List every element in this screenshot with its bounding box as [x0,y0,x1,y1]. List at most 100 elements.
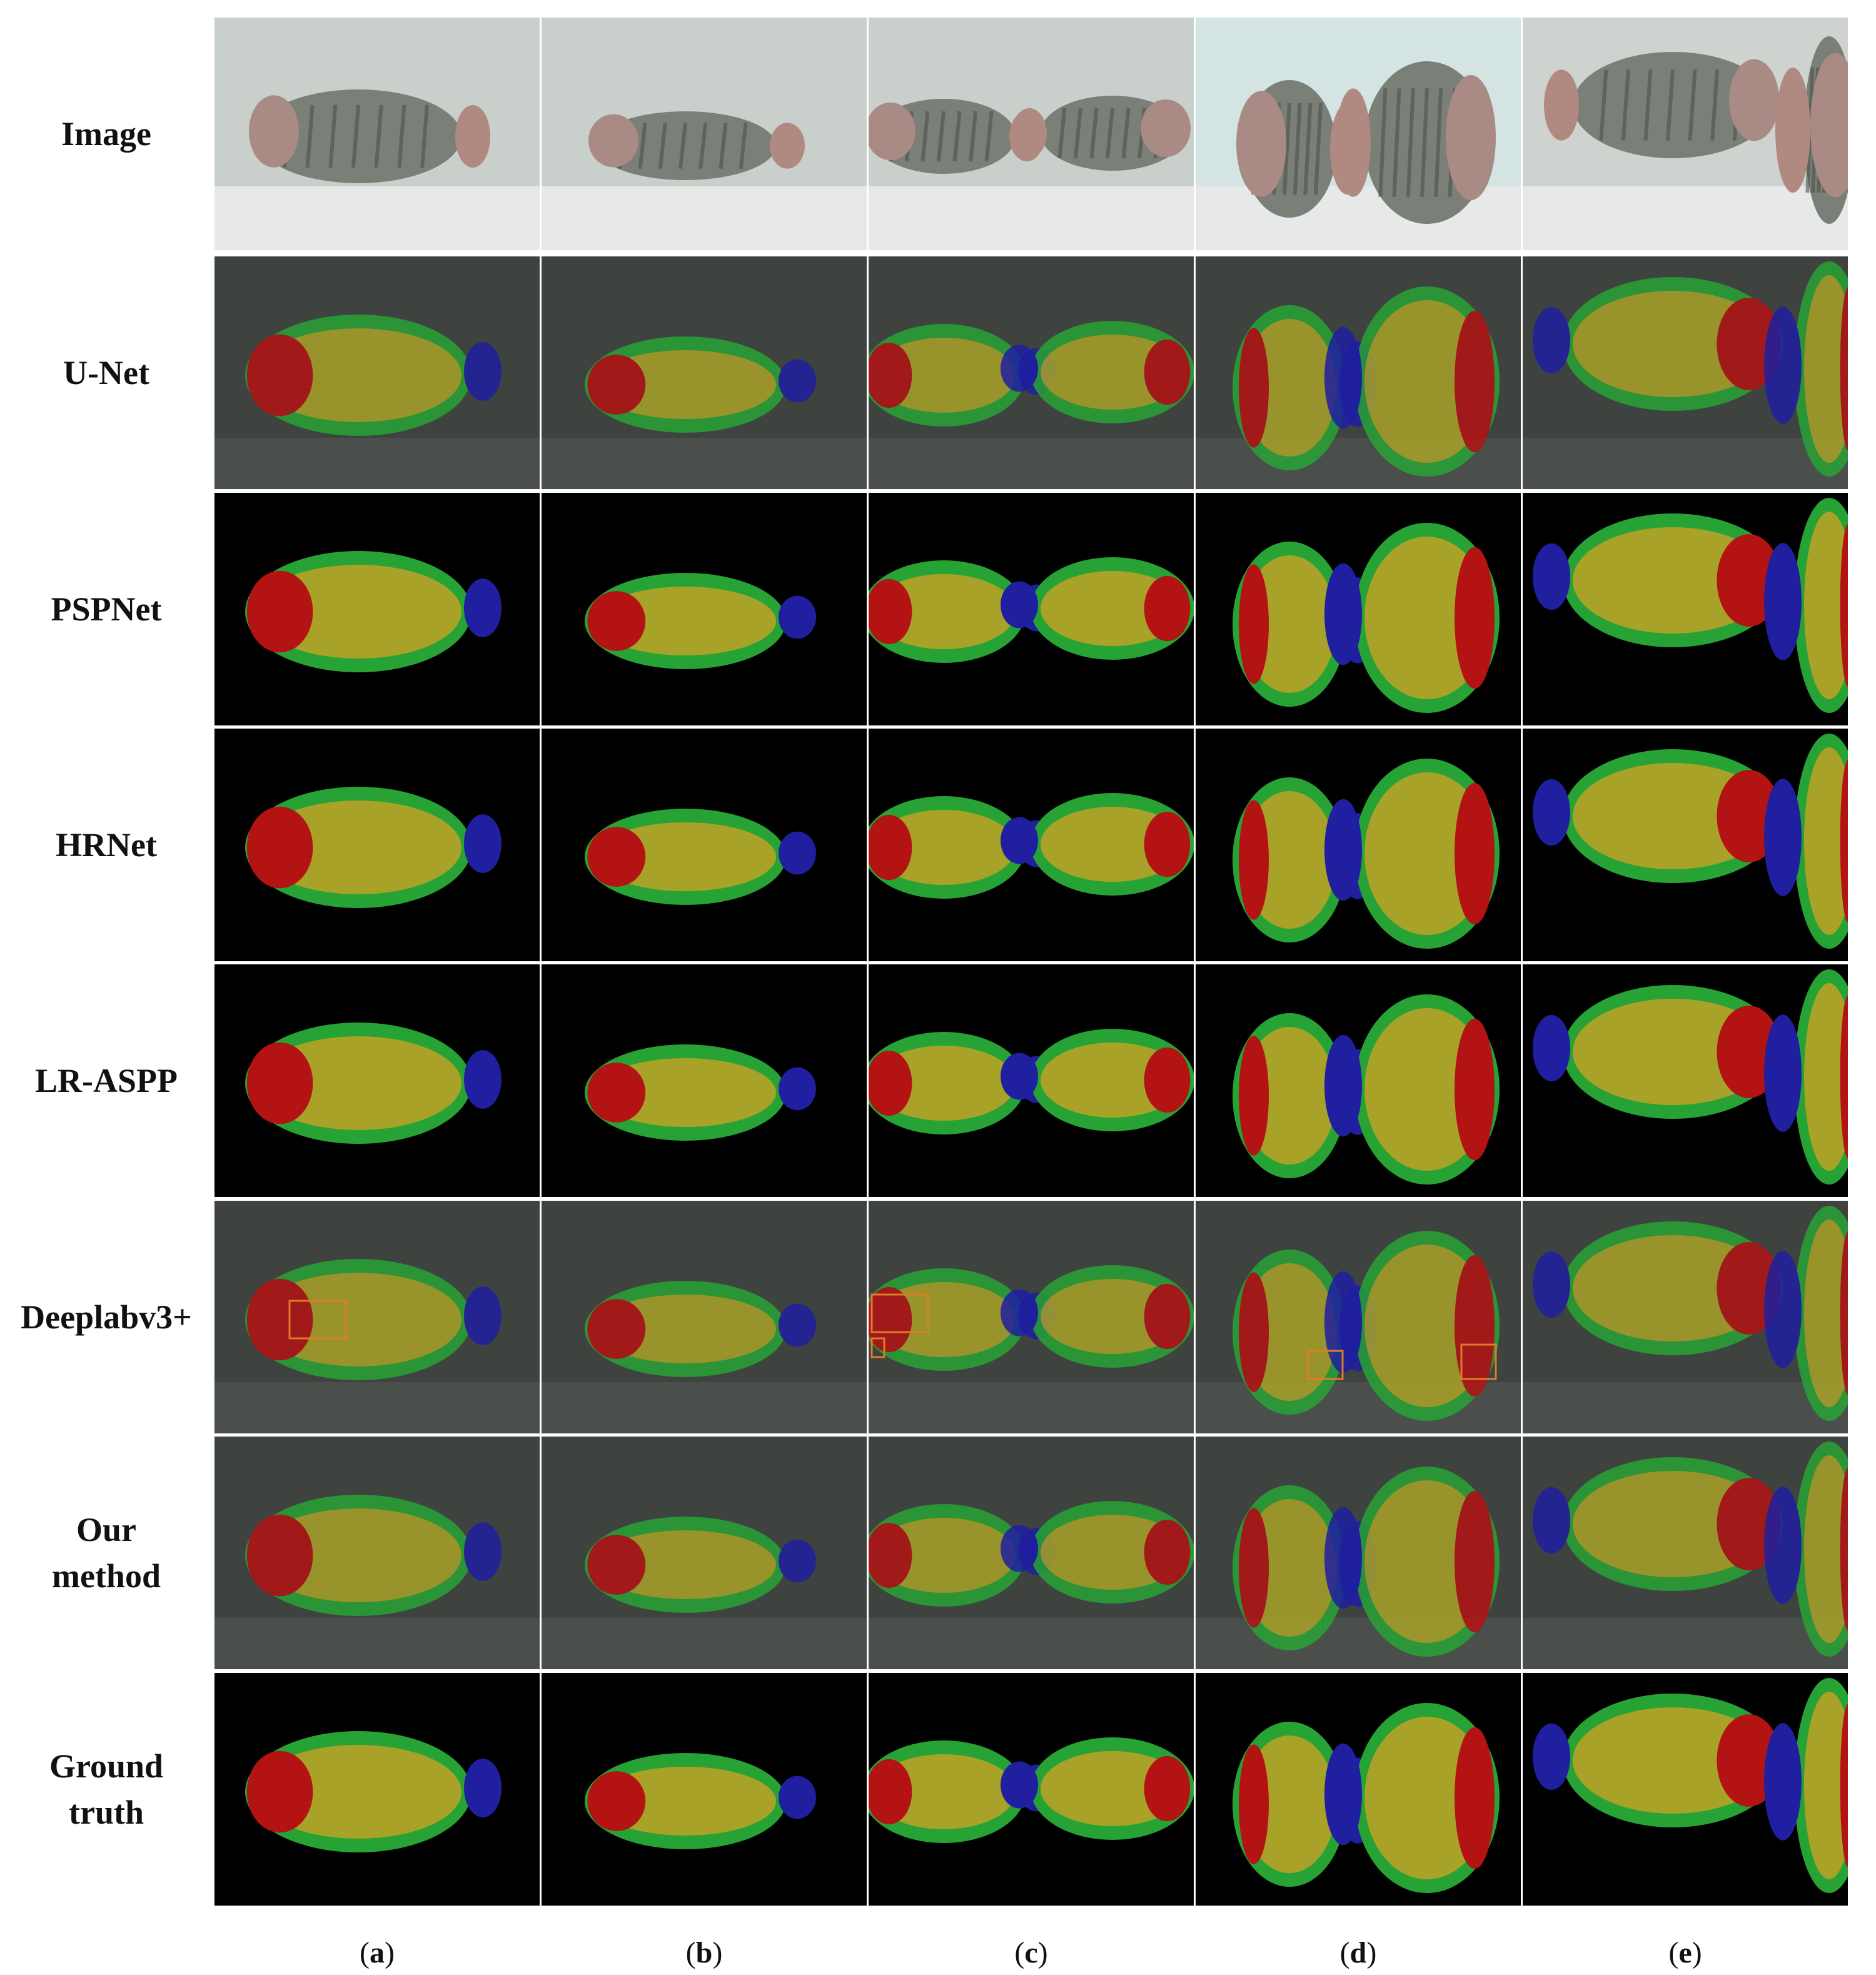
fish-photo [1336,61,1496,224]
column-label-d: (d) [1339,1936,1377,1969]
cell-pspnet-a [214,493,540,725]
cell-pspnet-b [542,493,867,725]
fish-mask [1001,1501,1194,1604]
cell-image-b [542,18,867,250]
row-label-text: Deeplabv3+ [21,1298,192,1336]
column-letter: e [1678,1936,1692,1969]
row-label-lraspp: LR-ASPP [0,964,213,1197]
fish-photo [1544,52,1779,158]
cell-image-e [1523,18,1848,250]
fish-mask [1764,734,1848,949]
column-letter: a [370,1936,385,1969]
cell-ours-a [214,1437,540,1669]
fish-photo [588,111,805,180]
fish-mask [1233,542,1376,707]
cell-gt-e [1523,1673,1848,1906]
fish-mask [1324,1231,1500,1421]
fish-photo [249,89,490,183]
cell-lraspp-b [542,964,867,1197]
cell-ours-d [1196,1437,1521,1669]
fish-mask [245,787,502,908]
fish-mask [245,315,502,436]
cell-pspnet-c [869,493,1194,725]
row-label-gt: Ground truth [0,1673,213,1906]
column-label-a: (a) [360,1936,395,1969]
cell-unet-d [1196,256,1521,489]
row-label-image: Image [0,18,213,250]
fish-mask [1764,969,1848,1184]
row-label-text: HRNet [56,826,157,864]
fish-mask [245,551,502,672]
cell-unet-e [1523,256,1848,489]
fish-mask [1324,1467,1500,1657]
cell-unet-b [542,256,867,489]
row-label-text: PSPNet [51,590,162,628]
column-label-b: (b) [685,1936,723,1969]
fish-mask [585,1044,816,1141]
cell-deeplab-c [869,1201,1194,1433]
highlight-box [1307,1350,1344,1380]
column-letter: b [695,1936,713,1969]
cell-unet-a [214,256,540,489]
cell-gt-b [542,1673,867,1906]
row-label-text: Ground truth [49,1747,164,1831]
cell-image-a [214,18,540,250]
fish-mask [1001,1029,1194,1131]
fish-mask [245,1731,502,1852]
fish-mask [245,1495,502,1616]
fish-photo [1012,96,1191,171]
cell-deeplab-a [214,1201,540,1433]
fish-mask [245,1023,502,1144]
fish-mask [1324,994,1500,1184]
cell-image-c [869,18,1194,250]
fish-mask [245,1259,502,1380]
fish-mask [1764,498,1848,713]
cell-hrnet-a [214,729,540,961]
cell-unet-c [869,256,1194,489]
cell-ours-b [542,1437,867,1669]
cell-gt-d [1196,1673,1521,1906]
cell-hrnet-c [869,729,1194,961]
column-label-c: (c) [1014,1936,1048,1969]
row-label-text: U-Net [63,354,149,391]
cell-hrnet-e [1523,729,1848,961]
cell-deeplab-e [1523,1201,1848,1433]
fish-mask [1533,277,1783,411]
fish-mask [1001,793,1194,896]
cell-gt-c [869,1673,1194,1906]
cell-lraspp-c [869,964,1194,1197]
column-letter: d [1349,1936,1367,1969]
fish-mask [1001,557,1194,660]
highlight-box [870,1293,929,1333]
cell-pspnet-d [1196,493,1521,725]
fish-mask [585,573,816,669]
cell-lraspp-d [1196,964,1521,1197]
column-letter: c [1024,1936,1038,1969]
column-label-e: (e) [1668,1936,1702,1969]
fish-mask [1233,1485,1376,1650]
fish-mask [585,1281,816,1377]
cell-pspnet-e [1523,493,1848,725]
cell-ours-e [1523,1437,1848,1669]
highlight-box [870,1337,885,1358]
fish-photo [869,99,1044,174]
cell-lraspp-a [214,964,540,1197]
row-label-hrnet: HRNet [0,729,213,961]
cell-hrnet-d [1196,729,1521,961]
row-label-ours: Our method [0,1437,213,1669]
cell-image-d [1196,18,1521,250]
fish-photo [1775,36,1848,224]
fish-mask [1324,1703,1500,1893]
fish-mask [1764,1678,1848,1893]
fish-mask [1001,1737,1194,1840]
cell-deeplab-d [1196,1201,1521,1433]
cell-gt-a [214,1673,540,1906]
fish-mask [585,809,816,905]
cell-hrnet-b [542,729,867,961]
fish-mask [1533,513,1783,647]
fish-mask [1324,759,1500,949]
cell-ours-c [869,1437,1194,1669]
highlight-box [1460,1343,1497,1380]
fish-mask [1324,286,1500,477]
